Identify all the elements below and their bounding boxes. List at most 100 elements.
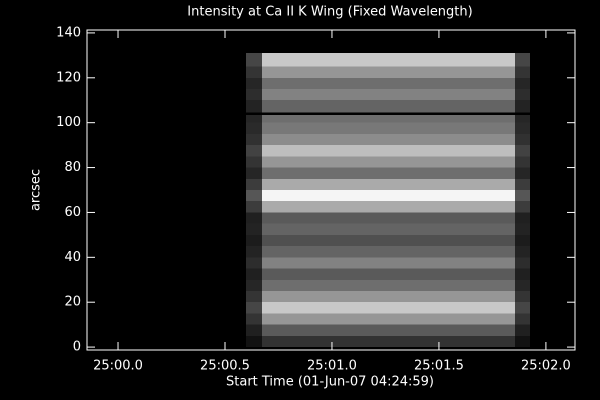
x-tick-label: 25:02.0	[521, 359, 571, 374]
cell	[262, 89, 515, 101]
cell	[262, 112, 515, 115]
cell	[262, 201, 515, 213]
cell	[262, 53, 515, 67]
cell	[262, 268, 515, 280]
cell	[262, 66, 515, 78]
cell	[514, 178, 530, 190]
x-tick-label: 25:00.5	[200, 359, 250, 374]
cell	[514, 223, 530, 235]
cell	[245, 290, 263, 303]
cell	[514, 234, 530, 247]
cell	[514, 190, 530, 202]
cell	[262, 335, 515, 348]
cell	[514, 53, 530, 67]
cell	[245, 302, 263, 314]
cell	[245, 234, 263, 247]
cell	[262, 279, 515, 291]
cell	[514, 201, 530, 213]
cell	[262, 190, 515, 202]
y-tick-label: 40	[64, 250, 81, 265]
cell	[514, 167, 530, 179]
cell	[245, 201, 263, 213]
cell	[245, 335, 263, 348]
cell	[262, 313, 515, 325]
cell	[245, 268, 263, 280]
cell	[514, 89, 530, 101]
cell	[245, 190, 263, 202]
cell	[514, 257, 530, 269]
x-tick-label: 25:01.5	[414, 359, 464, 374]
cell	[262, 246, 515, 258]
cell	[262, 212, 515, 224]
cell	[262, 100, 515, 113]
cell	[262, 234, 515, 247]
cell	[514, 133, 530, 146]
cell	[514, 246, 530, 258]
x-tick-label: 25:00.0	[93, 359, 143, 374]
cell	[514, 279, 530, 291]
chart-title: Intensity at Ca II K Wing (Fixed Wavelen…	[187, 5, 472, 20]
cell	[245, 257, 263, 269]
cell	[262, 178, 515, 190]
cell	[514, 122, 530, 134]
cell	[245, 145, 263, 157]
cell	[245, 89, 263, 101]
cell	[245, 313, 263, 325]
cell	[262, 122, 515, 134]
cell	[514, 268, 530, 280]
cell	[514, 145, 530, 157]
cell	[245, 122, 263, 134]
y-tick-label: 20	[64, 295, 81, 310]
cell	[245, 112, 263, 115]
cell	[245, 133, 263, 146]
x-axis-label: Start Time (01-Jun-07 04:24:59)	[226, 375, 434, 390]
cell	[262, 114, 515, 123]
y-axis-label: arcsec	[29, 169, 44, 211]
cell	[262, 145, 515, 157]
cell	[245, 223, 263, 235]
x-tick-label: 25:01.0	[307, 359, 357, 374]
cell	[514, 100, 530, 113]
cell	[514, 290, 530, 303]
cell	[514, 212, 530, 224]
heatmap	[245, 53, 530, 348]
cell	[514, 302, 530, 314]
y-tick-label: 0	[73, 340, 81, 355]
cell	[245, 246, 263, 258]
cell	[245, 212, 263, 224]
cell	[514, 335, 530, 348]
cell	[262, 133, 515, 146]
y-tick-label: 140	[56, 25, 81, 40]
cell	[245, 167, 263, 179]
cell	[245, 279, 263, 291]
y-tick-label: 60	[64, 205, 81, 220]
cell	[514, 156, 530, 168]
cell	[514, 112, 530, 115]
cell	[245, 324, 263, 336]
cell	[245, 114, 263, 123]
cell	[514, 66, 530, 78]
cell	[514, 313, 530, 325]
cell	[262, 324, 515, 336]
cell	[514, 114, 530, 123]
cell	[262, 223, 515, 235]
cell	[245, 100, 263, 113]
cell	[245, 178, 263, 190]
y-tick-label: 100	[56, 115, 81, 130]
cell	[514, 324, 530, 336]
cell	[245, 66, 263, 78]
cell	[245, 77, 263, 90]
cell	[262, 156, 515, 168]
cell	[262, 302, 515, 314]
plot-frame	[86, 29, 576, 351]
cell	[262, 167, 515, 179]
y-tick-label: 120	[56, 70, 81, 85]
cell	[262, 290, 515, 303]
cell	[262, 257, 515, 269]
cell	[245, 53, 263, 67]
y-tick-label: 80	[64, 160, 81, 175]
cell	[262, 77, 515, 90]
cell	[245, 156, 263, 168]
cell	[514, 77, 530, 90]
